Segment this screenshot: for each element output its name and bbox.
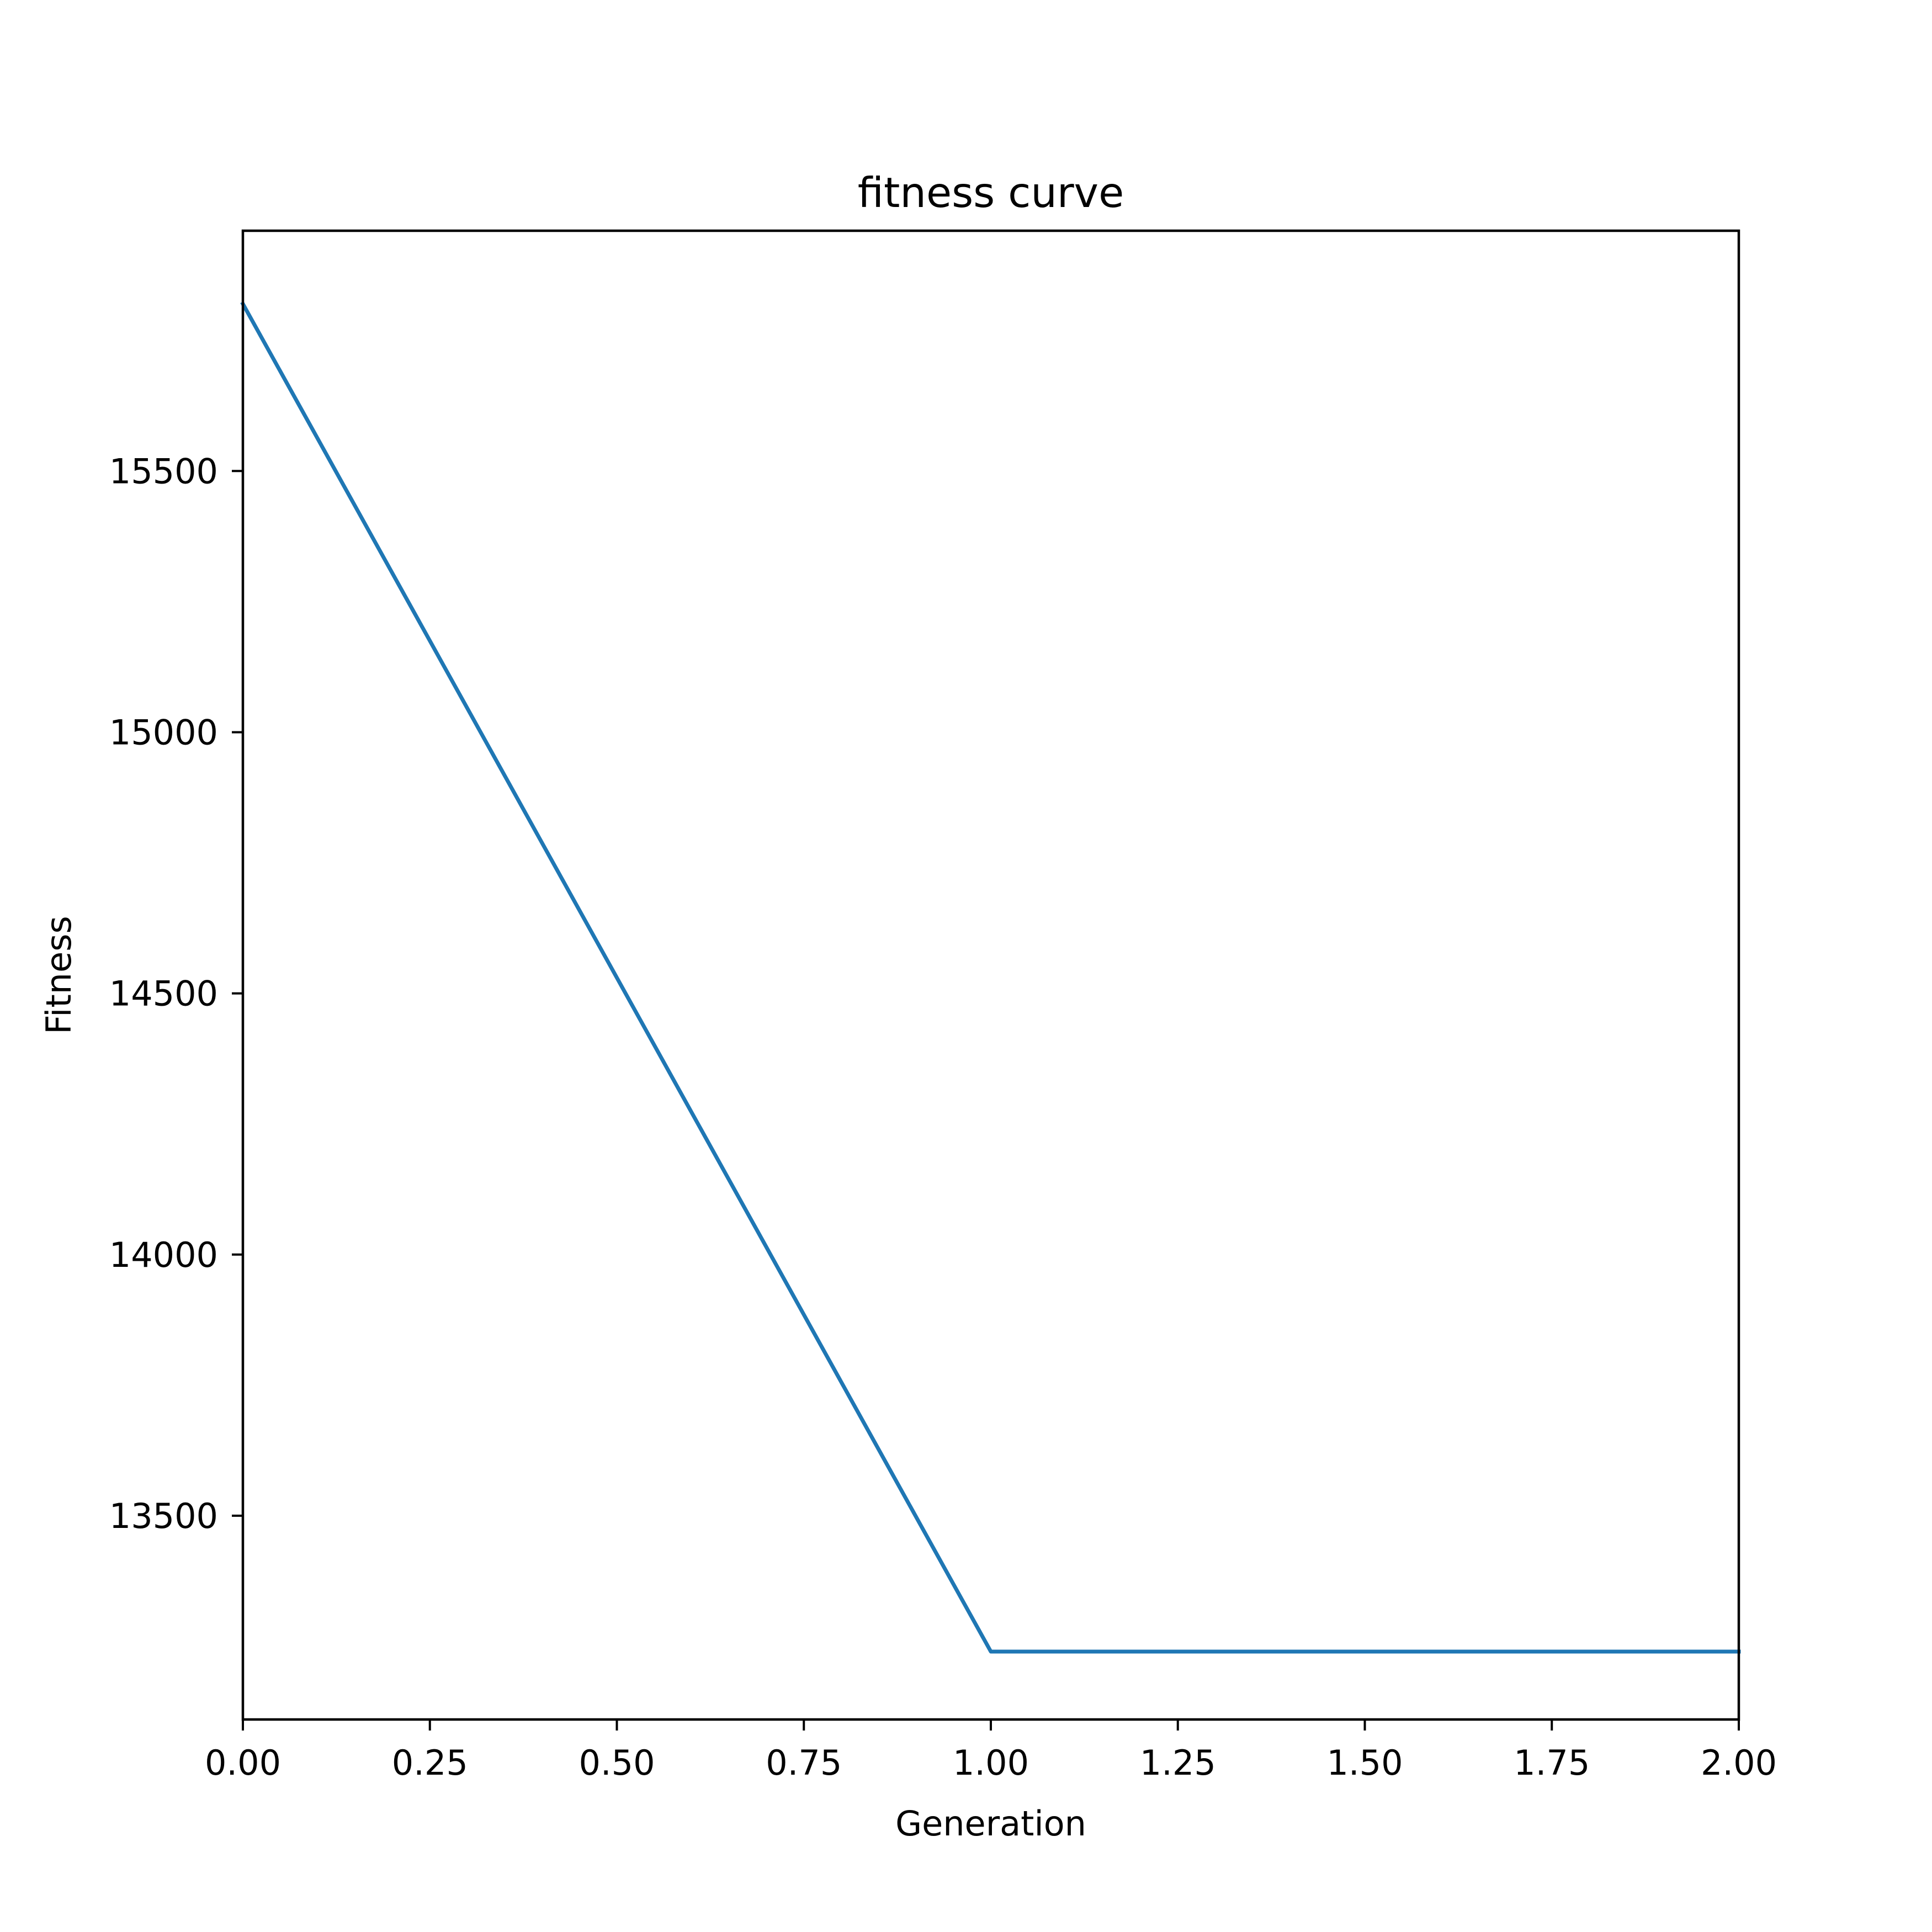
series-line-0 [240,301,1741,1654]
y-tick-label: 13500 [109,1496,218,1536]
y-axis-label: Fitness [39,916,79,1034]
plot-frame [241,229,1740,1721]
y-tick-label: 14500 [109,974,218,1014]
x-tick-label: 1.00 [953,1743,1029,1783]
x-tick-label: 2.00 [1701,1743,1777,1783]
y-tick-label: 14000 [109,1235,218,1275]
y-tick-label: 15000 [109,712,218,752]
ticks: 0.00 0.25 0.50 0.75 1.00 1.25 1.50 1.75 2.00 1350… [109,451,1777,1783]
x-tick-label: 1.25 [1140,1743,1216,1783]
x-tick-label: 1.50 [1326,1743,1403,1783]
plot-area [240,301,1741,1654]
y-tick-label: 15500 [109,451,218,491]
x-tick-label: 1.75 [1514,1743,1590,1783]
x-tick-label: 0.00 [205,1743,281,1783]
chart-title: fitness curve [858,168,1124,217]
x-tick-label: 0.25 [392,1743,468,1783]
x-axis-label: Generation [895,1803,1086,1844]
x-tick-label: 0.75 [766,1743,842,1783]
x-tick-label: 0.50 [578,1743,655,1783]
